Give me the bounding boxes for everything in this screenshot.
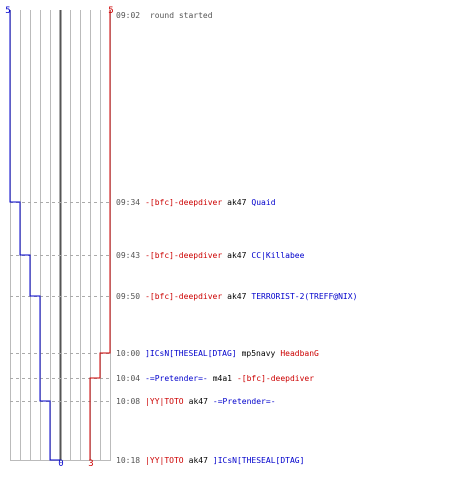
event-text: round started — [150, 11, 213, 20]
event-killer: -=Pretender=- — [145, 374, 208, 383]
round-start-event: 09:02 round started — [116, 11, 213, 20]
event-time: 09:43 — [116, 251, 140, 260]
event-weapon: mp5navy — [242, 349, 276, 358]
timeline-grid — [10, 10, 111, 461]
kill-event: 09:43 -[bfc]-deepdiver ak47 CC|Killabee — [116, 251, 305, 260]
kill-event: 10:18 |YY|TOTO ak47 ]ICsN[THESEAL[DTAG] — [116, 456, 304, 465]
event-victim: -=Pretender=- — [213, 397, 276, 406]
event-time: 09:34 — [116, 198, 140, 207]
event-weapon: ak47 — [227, 292, 246, 301]
red-team-start-count: 5 — [108, 6, 113, 16]
event-time: 10:04 — [116, 374, 140, 383]
event-killer: ]ICsN[THESEAL[DTAG] — [145, 349, 237, 358]
event-victim: Quaid — [251, 198, 275, 207]
event-victim: ]ICsN[THESEAL[DTAG] — [213, 456, 305, 465]
event-victim: -[bfc]-deepdiver — [237, 374, 314, 383]
event-guides — [10, 202, 112, 402]
event-killer: -[bfc]-deepdiver — [145, 292, 222, 301]
kill-event: 09:34 -[bfc]-deepdiver ak47 Quaid — [116, 198, 276, 207]
event-killer: -[bfc]-deepdiver — [145, 251, 222, 260]
red-team-alive-line — [89, 10, 111, 460]
event-weapon: ak47 — [227, 251, 246, 260]
kill-event: 10:04 -=Pretender=- m4a1 -[bfc]-deepdiver — [116, 374, 314, 383]
event-killer: -[bfc]-deepdiver — [145, 198, 222, 207]
event-victim: TERRORIST-2(TREFF@NIX) — [251, 292, 357, 301]
event-victim: HeadbanG — [280, 349, 319, 358]
blue-team-start-count: 5 — [5, 6, 10, 16]
event-weapon: ak47 — [189, 456, 208, 465]
event-victim: CC|Killabee — [251, 251, 304, 260]
event-time: 09:02 — [116, 11, 140, 20]
event-time: 10:08 — [116, 397, 140, 406]
kill-event-list: 09:34 -[bfc]-deepdiver ak47 Quaid 09:43 -[bfc… — [116, 198, 357, 465]
red-team-end-count: 3 — [88, 459, 93, 469]
kill-event: 10:00 ]ICsN[THESEAL[DTAG] mp5navy HeadbanG — [116, 349, 319, 358]
event-killer: |YY|TOTO — [145, 456, 184, 465]
event-time: 09:50 — [116, 292, 140, 301]
event-weapon: ak47 — [227, 198, 246, 207]
event-weapon: ak47 — [189, 397, 208, 406]
event-time: 10:00 — [116, 349, 140, 358]
event-time: 10:18 — [116, 456, 140, 465]
blue-team-end-count: 0 — [58, 459, 63, 469]
kill-event: 09:50 -[bfc]-deepdiver ak47 TERRORIST-2(TRE… — [116, 292, 357, 301]
kill-event: 10:08 |YY|TOTO ak47 -=Pretender=- — [116, 397, 276, 406]
event-weapon: m4a1 — [213, 374, 232, 383]
event-killer: |YY|TOTO — [145, 397, 184, 406]
blue-team-alive-line — [9, 10, 60, 461]
